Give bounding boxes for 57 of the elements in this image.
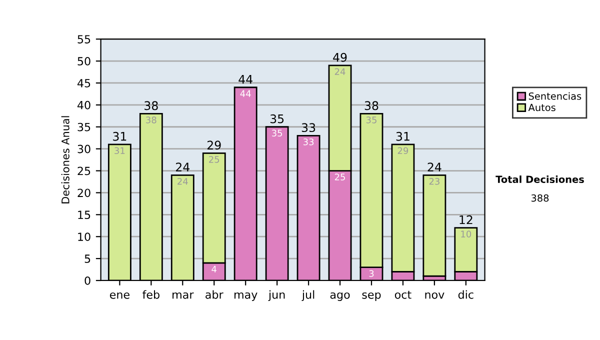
y-tick-label: 10 — [78, 232, 90, 241]
data-label: 38 — [146, 116, 156, 124]
total-label: 44 — [238, 75, 252, 84]
data-label: 24 — [178, 178, 188, 185]
total-label: 31 — [396, 132, 410, 141]
data-label: 44 — [240, 90, 251, 97]
text: Total Decisiones — [496, 175, 584, 184]
total-label: 24 — [176, 162, 190, 172]
bar — [422, 174, 446, 277]
y-tick-label: 30 — [78, 144, 90, 154]
total-label: 35 — [270, 114, 284, 124]
x-tick-label: nov — [425, 292, 444, 299]
x-tick-label: jun — [268, 290, 285, 301]
legend-label: Sentencias — [528, 92, 582, 100]
y-tick-label: 40 — [77, 100, 90, 110]
x-tick-label: abr — [206, 290, 224, 299]
data-label: 10 — [461, 230, 472, 238]
y-tick-label: 50 — [78, 57, 90, 66]
y-tick-label: 35 — [78, 122, 90, 132]
y-tick-label: 25 — [78, 166, 90, 176]
legend-label: Autos — [528, 104, 556, 112]
y-tick-label: 15 — [78, 210, 90, 220]
data-label: 33 — [303, 138, 314, 146]
x-tick-label: ago — [330, 292, 350, 301]
total-label: 33 — [302, 123, 316, 132]
y-axis-title: Decisiones Anual — [61, 116, 70, 204]
total-label: 31 — [113, 132, 126, 141]
x-tick-label: may — [234, 292, 258, 301]
text: 388 — [531, 194, 549, 202]
y-tick-label: 0 — [84, 276, 90, 285]
x-tick-label: oct — [394, 290, 412, 299]
x-tick-label: sep — [362, 292, 381, 301]
x-tick-label: mar — [172, 292, 194, 299]
data-label: 31 — [114, 147, 125, 154]
total-label: 49 — [333, 52, 347, 62]
total-label: 24 — [428, 162, 442, 172]
y-tick-label: 20 — [78, 188, 90, 198]
x-tick-label: feb — [142, 290, 160, 299]
data-label: 29 — [398, 147, 408, 154]
total-label: 38 — [364, 101, 378, 110]
total-label: 29 — [207, 140, 221, 150]
data-label: 23 — [429, 178, 440, 185]
data-label: 25 — [334, 174, 345, 180]
data-label: 25 — [209, 156, 220, 163]
data-label: 4 — [212, 266, 216, 272]
y-tick-label: 55 — [78, 35, 90, 44]
data-label: 35 — [272, 130, 282, 137]
data-label: 24 — [334, 68, 346, 75]
total-label: 38 — [144, 101, 158, 110]
x-tick-label: ene — [110, 292, 130, 299]
data-label: 3 — [369, 270, 374, 277]
total-label: 12 — [460, 215, 472, 224]
x-tick-label: jul — [302, 290, 314, 301]
y-tick-label: 45 — [77, 79, 90, 88]
y-tick-label: 5 — [84, 254, 90, 263]
data-label: 35 — [366, 116, 376, 124]
x-tick-label: dic — [458, 290, 474, 299]
